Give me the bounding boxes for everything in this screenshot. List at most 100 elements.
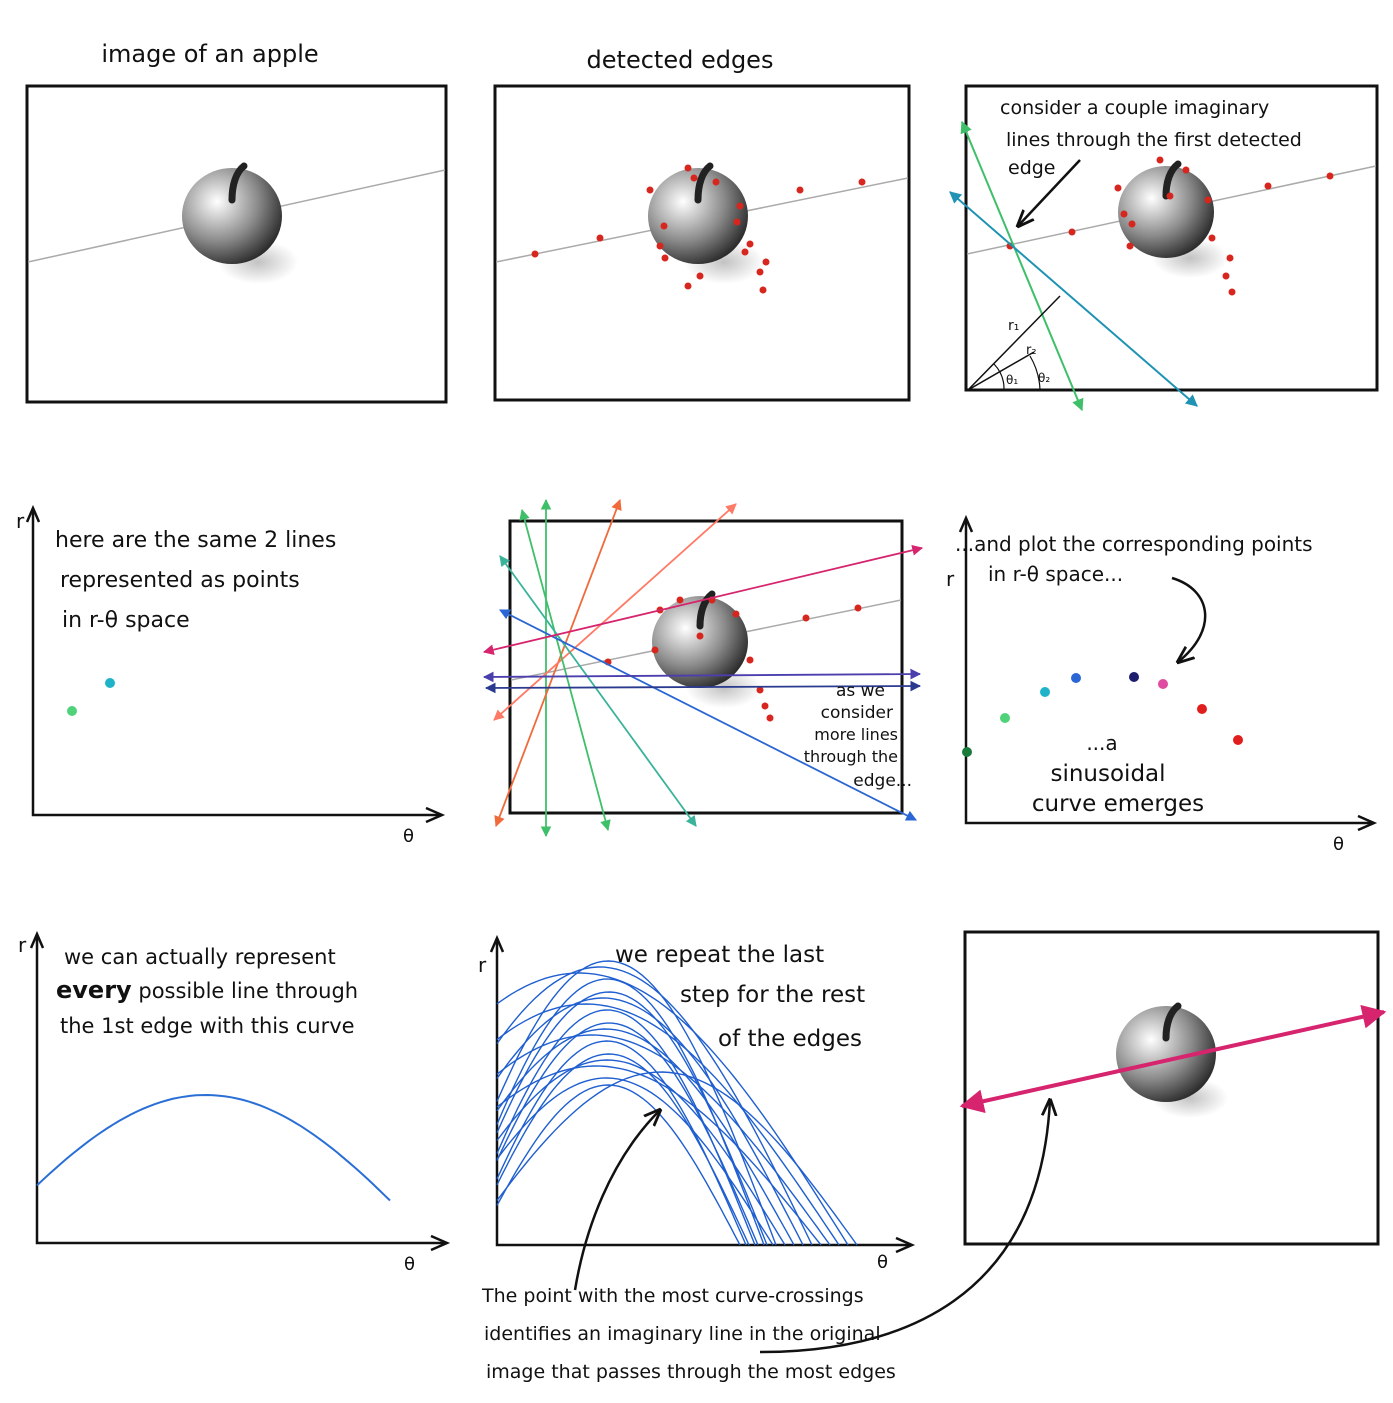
edge-dot xyxy=(1128,220,1136,228)
r-theta-point xyxy=(1071,673,1081,683)
svg-text:the 1st edge with this curve: the 1st edge with this curve xyxy=(60,1014,355,1038)
axes xyxy=(35,936,445,1245)
panel-detected-edges: detected edges xyxy=(493,46,911,402)
callout-arrow xyxy=(1018,159,1081,226)
edge-dot xyxy=(646,186,654,194)
svg-text:step for the rest: step for the rest xyxy=(680,982,865,1008)
edge-dot xyxy=(759,286,767,294)
edge-dot xyxy=(741,248,749,256)
edge-dot xyxy=(696,632,704,640)
svg-text:we can actually represent: we can actually represent xyxy=(64,945,336,969)
sinusoid-curve xyxy=(496,966,813,1246)
panel-2-title: detected edges xyxy=(587,46,774,74)
theta2-label: θ₂ xyxy=(1038,371,1050,385)
edge-points xyxy=(531,164,866,294)
teal-line-point xyxy=(105,678,115,688)
svg-text:in r-θ space...: in r-θ space... xyxy=(988,562,1123,586)
panel-6-bottom-note: ...a sinusoidal curve emerges xyxy=(1032,731,1204,817)
r-theta-point xyxy=(1040,687,1050,697)
caption: The point with the most curve-crossings … xyxy=(481,1285,896,1383)
edge-dot xyxy=(746,240,754,248)
edge-dot xyxy=(656,242,664,250)
green-line-point xyxy=(67,706,77,716)
sinusoid-curves xyxy=(496,960,858,1246)
to-line-callout-arrow xyxy=(759,1100,1050,1354)
edge-dot xyxy=(746,656,754,664)
panel-4-note: here are the same 2 lines represented as… xyxy=(55,528,336,633)
theta1-label: θ₁ xyxy=(1006,373,1018,387)
ray-through-edge xyxy=(482,544,924,656)
r-theta-point xyxy=(1197,704,1207,714)
edge-dot xyxy=(1264,182,1272,190)
sinusoid-curve xyxy=(496,1040,747,1246)
edge-dot xyxy=(1208,234,1216,242)
sinusoid-curve xyxy=(496,1084,741,1246)
edge-dot xyxy=(531,250,539,258)
edge-dot xyxy=(1166,192,1174,200)
edge-dot xyxy=(1204,196,1212,204)
apple-sketch xyxy=(182,162,298,284)
panel-detected-line xyxy=(959,930,1387,1246)
edge-dot xyxy=(651,646,659,654)
panel-1-frame xyxy=(25,84,448,404)
panel-7-note: we can actually represent every possible… xyxy=(56,945,358,1038)
edge-dot xyxy=(732,610,740,618)
svg-text:identifies an imaginary line i: identifies an imaginary line in the orig… xyxy=(484,1323,881,1345)
r-theta-point xyxy=(1000,713,1010,723)
edge-dot xyxy=(1182,166,1190,174)
crossing-callout-arrow xyxy=(573,1110,660,1291)
panel-r-theta-points: r θ here are the same 2 lines represente… xyxy=(16,504,446,847)
edge-dot xyxy=(796,186,804,194)
svg-text:in r-θ space: in r-θ space xyxy=(62,608,190,633)
r1-segment xyxy=(967,295,1061,391)
svg-text:here are the same 2 lines: here are the same 2 lines xyxy=(55,528,336,553)
detected-line xyxy=(959,1004,1387,1114)
edge-dot xyxy=(766,714,774,722)
sinusoid-curve xyxy=(496,997,804,1246)
edge-dot xyxy=(1120,210,1128,218)
svg-text:consider: consider xyxy=(821,703,893,723)
r2-segment xyxy=(967,351,1035,391)
edge-dot xyxy=(676,596,684,604)
sinusoid-curve xyxy=(496,978,765,1246)
edge-dot xyxy=(756,268,764,276)
sinusoid-curve xyxy=(496,1009,756,1246)
svg-text:edge...: edge... xyxy=(853,771,912,791)
edge-dot xyxy=(858,178,866,186)
apple-sketch xyxy=(1116,1002,1228,1118)
panel-apple-image: image of an apple xyxy=(25,40,448,404)
svg-text:lines through the first detect: lines through the first detected xyxy=(1006,129,1302,151)
svg-text:as we: as we xyxy=(836,681,885,701)
edge-dot xyxy=(762,258,770,266)
edge-dot xyxy=(1222,272,1230,280)
svg-text:we repeat the last: we repeat the last xyxy=(615,942,824,968)
svg-text:...a: ...a xyxy=(1086,731,1117,755)
r-axis-label: r xyxy=(16,509,25,533)
panel-2-frame xyxy=(493,84,911,402)
sinusoid-curve xyxy=(496,972,849,1246)
svg-text:every possible line through: every possible line through xyxy=(56,976,358,1004)
panel-many-curves: r θ we repeat the last step for the rest… xyxy=(478,934,916,1291)
panel-single-curve: r θ we can actually represent every poss… xyxy=(18,930,451,1275)
r-theta-point xyxy=(962,747,972,757)
r-theta-point xyxy=(1129,672,1139,682)
r-theta-point xyxy=(1233,735,1243,745)
rays-through-edge xyxy=(482,498,924,838)
sinusoid-curve xyxy=(496,1065,822,1246)
sinusoid-curve xyxy=(36,1093,391,1202)
theta-axis-label: θ xyxy=(403,826,414,847)
apple-sketch xyxy=(1118,160,1228,278)
edge-dot xyxy=(690,174,698,182)
panel-sinusoid-emerges: r θ ...and plot the corresponding points… xyxy=(946,514,1378,855)
edge-dot xyxy=(1226,254,1234,262)
svg-text:represented as points: represented as points xyxy=(60,568,300,593)
ray-through-edge xyxy=(519,508,611,832)
edge-dot xyxy=(1156,156,1164,164)
sinusoid-curve xyxy=(496,1034,831,1246)
r-axis-label: r xyxy=(478,953,487,977)
svg-text:of the edges: of the edges xyxy=(718,1026,862,1052)
r-theta-points xyxy=(962,672,1243,757)
r-theta-point xyxy=(1158,679,1168,689)
edge-dot xyxy=(1114,184,1122,192)
panel-3-note: consider a couple imaginary lines throug… xyxy=(1000,97,1302,179)
